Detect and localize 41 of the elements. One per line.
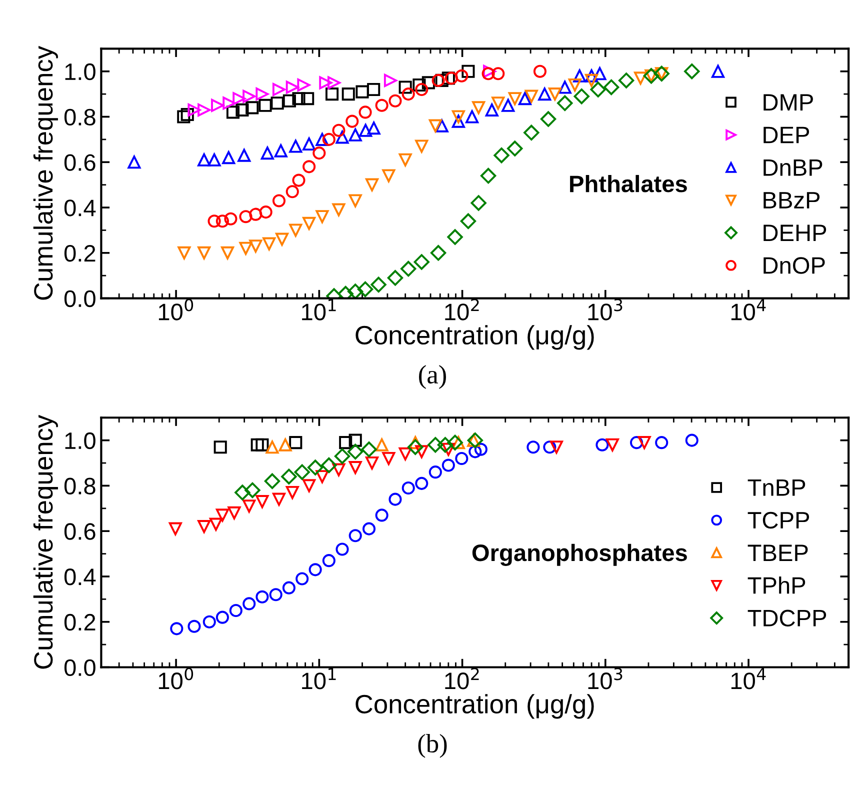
x-tick-label: 10$^{0}$ (158, 298, 194, 320)
y-tick-label: 0.6 (64, 523, 96, 540)
legend-label: TnBP (748, 480, 806, 496)
y-tick-label: 0.4 (64, 568, 96, 586)
x-axis-title: Concentration (μg/g) (356, 325, 594, 350)
legend-label: DEHP (764, 224, 826, 242)
y-axis-title: Cumulative frequency (33, 414, 58, 669)
annotation: Phthalates (570, 174, 687, 192)
y-tick-label: 0.6 (64, 154, 96, 171)
x-tick-label: 10$^{2}$ (445, 668, 479, 690)
x-tick-label: 10$^{1}$ (302, 299, 336, 320)
text: (a) (419, 365, 446, 389)
x-tick-label: 10$^{4}$ (731, 668, 766, 690)
y-tick-label: 0.2 (64, 244, 96, 262)
x-tick-label: 10$^{2}$ (445, 298, 479, 320)
y-tick-label: 1.0 (65, 432, 96, 450)
x-tick-label: 10$^{4}$ (731, 299, 766, 320)
legend-label: BBzP (764, 192, 820, 208)
x-tick-label: 10$^{0}$ (158, 668, 194, 690)
x-tick-label: 10$^{3}$ (588, 668, 622, 690)
y-tick-label: 0.4 (64, 200, 96, 216)
text: (b) (418, 734, 447, 758)
legend-label: TDCPP (748, 610, 826, 627)
legend-label: DEP (764, 126, 810, 144)
y-tick-label: 0.8 (64, 108, 96, 126)
legend-label: TBEP (748, 544, 808, 562)
x-axis-title: Concentration (μg/g) (356, 694, 594, 719)
legend-label: TPhP (748, 576, 806, 594)
x-tick-label: 10$^{1}$ (302, 668, 336, 690)
y-tick-label: 0.0 (64, 290, 96, 308)
y-tick-label: 1.0 (65, 63, 96, 80)
legend-label: DnOP (764, 257, 825, 274)
y-tick-label: 0.2 (64, 614, 96, 631)
y-axis-title: Cumulative frequency (33, 46, 58, 300)
legend-label: DnBP (764, 160, 822, 176)
legend-label: TCPP (748, 512, 810, 529)
x-tick-label: 10$^{3}$ (588, 298, 622, 320)
annotation: Organophosphates (472, 544, 687, 566)
y-tick-label: 0.8 (64, 478, 96, 494)
legend-label: DMP (764, 94, 813, 110)
y-tick-label: 0.0 (64, 659, 96, 676)
